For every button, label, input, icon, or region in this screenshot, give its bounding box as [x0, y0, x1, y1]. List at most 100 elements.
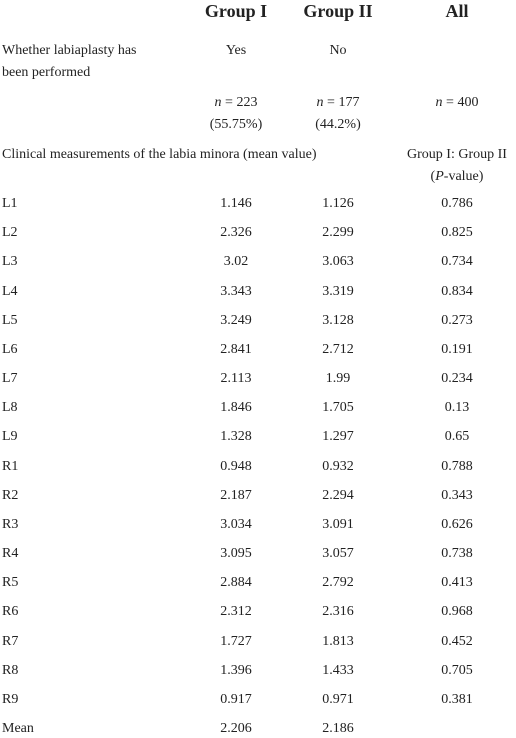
cell: 1.146 — [220, 196, 252, 211]
cell: 0.948 — [220, 458, 252, 474]
cell: 0.191 — [441, 341, 473, 357]
row-label: L6 — [2, 341, 18, 357]
section-label: Clinical measurements of the labia minor… — [2, 147, 317, 162]
cell: 2.884 — [220, 575, 252, 591]
n-percent: (55.75%) — [209, 117, 263, 132]
cell: 2.841 — [220, 341, 252, 357]
n-cell: n = 400 — [436, 94, 479, 112]
cell: 1.126 — [322, 196, 354, 211]
p-open: ( — [430, 169, 436, 184]
cell: 0.413 — [441, 575, 473, 591]
cell: 0.932 — [322, 458, 354, 474]
cell: No — [329, 43, 347, 58]
n-symbol: n — [435, 95, 443, 110]
cell: 3.343 — [220, 283, 252, 299]
cell: 3.091 — [322, 516, 354, 532]
cell: Yes — [225, 43, 247, 58]
cell: 0.381 — [441, 691, 473, 707]
cell: 1.328 — [220, 429, 252, 445]
n-symbol: n — [316, 95, 324, 110]
cell: 2.326 — [220, 225, 252, 241]
cell: 1.705 — [322, 400, 354, 416]
row-label: R2 — [2, 487, 19, 503]
row-label: Mean — [2, 721, 34, 737]
p-header: Group I: Group II — [407, 147, 507, 162]
cell: 2.316 — [322, 604, 354, 620]
column-header: Group I — [204, 1, 268, 21]
cell: 0.968 — [441, 604, 473, 620]
cell: 0.626 — [441, 516, 473, 532]
cell: 1.99 — [325, 371, 351, 387]
row-label: R1 — [2, 458, 19, 474]
cell: 2.299 — [322, 225, 354, 241]
cell: 3.057 — [322, 546, 354, 562]
row-label: L2 — [2, 225, 18, 241]
cell: 0.788 — [441, 458, 473, 474]
n-percent: (44.2%) — [315, 117, 361, 132]
row-label: R4 — [2, 546, 19, 562]
row-label: R3 — [2, 516, 19, 532]
column-header: Group II — [303, 1, 373, 21]
cell: 0.273 — [441, 312, 473, 328]
cell: 2.712 — [322, 341, 354, 357]
row-label: L3 — [2, 254, 18, 270]
cell: 3.319 — [322, 283, 354, 299]
cell: 0.738 — [441, 546, 473, 562]
cell: 0.834 — [441, 283, 473, 299]
row-label: R7 — [2, 633, 19, 649]
row-label: R5 — [2, 575, 19, 591]
n-value: = 400 — [446, 95, 479, 110]
row-label: R9 — [2, 691, 19, 707]
cell: 1.433 — [322, 662, 354, 678]
n-value: = 177 — [327, 95, 360, 110]
cell: 0.343 — [441, 487, 473, 503]
row-label: R6 — [2, 604, 19, 620]
cell: 2.312 — [220, 604, 252, 620]
cell: 1.297 — [322, 429, 354, 445]
cell: 2.186 — [322, 721, 354, 737]
cell: 0.734 — [441, 254, 473, 270]
cell: 0.705 — [441, 662, 473, 678]
row-label: L5 — [2, 312, 18, 328]
cell: 3.063 — [322, 254, 354, 270]
row-label: L4 — [2, 283, 18, 299]
cell: 3.095 — [220, 546, 252, 562]
cell: 2.187 — [220, 487, 252, 503]
cell: 0.234 — [441, 371, 473, 387]
cell: 1.846 — [220, 400, 252, 416]
cell: 3.034 — [220, 516, 252, 532]
n-cell: n = 177 — [317, 94, 360, 112]
row-label: been performed — [2, 65, 91, 80]
cell: 2.206 — [220, 721, 252, 737]
p-header: (P-value) — [431, 168, 484, 186]
cell: 0.452 — [441, 633, 473, 649]
p-symbol: P — [435, 169, 444, 184]
n-value: = 223 — [225, 95, 258, 110]
cell: 0.786 — [441, 196, 473, 211]
cell: 3.02 — [223, 254, 249, 270]
cell: 0.65 — [444, 429, 470, 445]
p-close: -value) — [443, 169, 484, 184]
row-label: L7 — [2, 371, 18, 387]
n-symbol: n — [214, 95, 222, 110]
row-label: L1 — [2, 196, 18, 211]
row-label: R8 — [2, 662, 19, 678]
cell: 1.396 — [220, 662, 252, 678]
cell: 3.128 — [322, 312, 354, 328]
cell: 1.813 — [322, 633, 354, 649]
row-label: L8 — [2, 400, 18, 416]
cell: 2.792 — [322, 575, 354, 591]
cell: 2.294 — [322, 487, 354, 503]
column-header: All — [445, 1, 469, 21]
row-label: Whether labiaplasty has — [2, 43, 137, 58]
cell: 0.917 — [220, 691, 252, 707]
row-label: L9 — [2, 429, 18, 445]
cell: 2.113 — [220, 371, 252, 387]
cell: 0.13 — [444, 400, 470, 416]
n-cell: n = 223 — [215, 94, 258, 112]
cell: 0.971 — [322, 691, 354, 707]
cell: 3.249 — [220, 312, 252, 328]
cell: 1.727 — [220, 633, 252, 649]
cell: 0.825 — [441, 225, 473, 241]
